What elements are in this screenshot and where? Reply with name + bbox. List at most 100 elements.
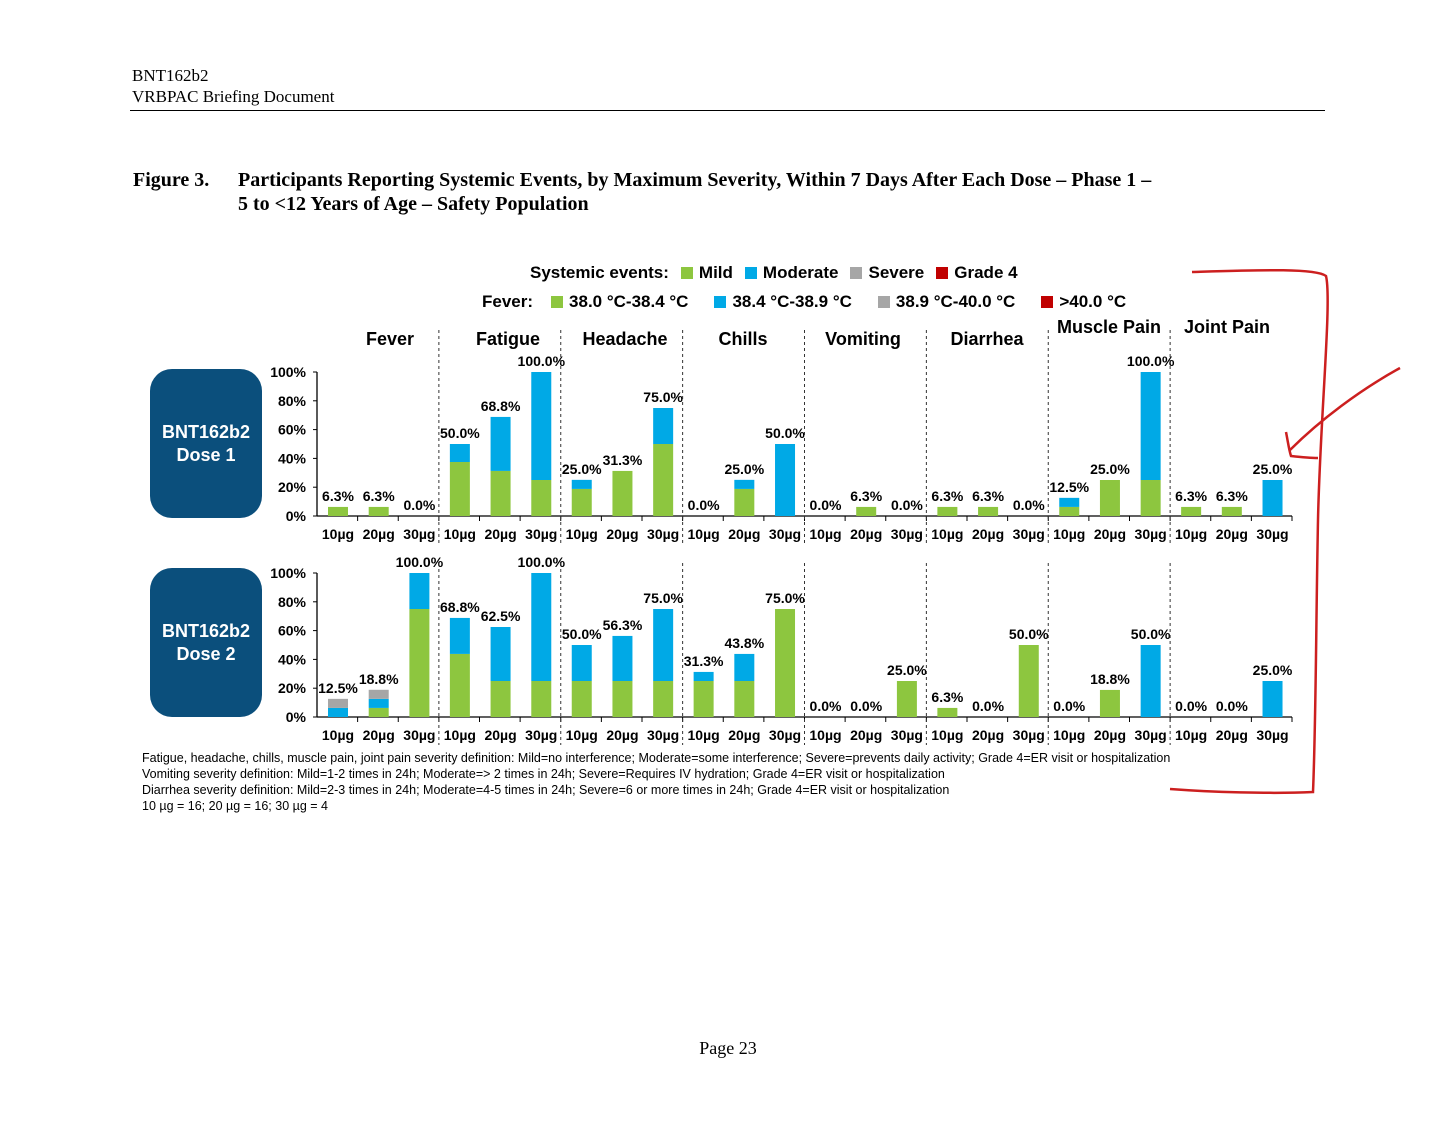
- data-label: 18.8%: [359, 671, 399, 687]
- data-label: 12.5%: [318, 680, 358, 696]
- header-doc-title: VRBPAC Briefing Document: [132, 87, 335, 106]
- dose-tick-label: 20µg: [363, 727, 395, 743]
- bar-segment-mild: [1181, 506, 1202, 516]
- data-label: 25.0%: [1253, 461, 1293, 477]
- data-label: 25.0%: [887, 662, 927, 678]
- bar-segment-mild: [490, 470, 511, 516]
- dose-tick-label: 20µg: [850, 727, 882, 743]
- data-label: 100.0%: [1127, 353, 1175, 369]
- data-label: 6.3%: [322, 488, 354, 504]
- data-label: 50.0%: [765, 425, 805, 441]
- legend-item-fever2: 38.4 °C-38.9 °C: [732, 292, 852, 311]
- data-label: 50.0%: [440, 425, 480, 441]
- dose-tick-label: 10µg: [1175, 526, 1207, 542]
- dose-tick-label: 10µg: [322, 526, 354, 542]
- data-label: 100.0%: [396, 554, 444, 570]
- bar-segment-moderate: [1140, 645, 1161, 717]
- dose-tick-label: 20µg: [850, 526, 882, 542]
- bar-segment-moderate: [1140, 372, 1161, 480]
- dose-tick-label: 30µg: [1256, 727, 1288, 743]
- data-label: 0.0%: [810, 497, 842, 513]
- y-tick-label: 20%: [278, 479, 307, 495]
- bar-segment-moderate: [612, 635, 633, 681]
- bar-segment-mild: [531, 681, 552, 717]
- bar-segment-moderate: [693, 671, 714, 681]
- legend-fever: Fever: 38.0 °C-38.4 °C 38.4 °C-38.9 °C 3…: [482, 292, 1126, 312]
- legend-systemic: Systemic events: Mild Moderate Severe Gr…: [530, 263, 1018, 283]
- y-tick-label: 40%: [278, 651, 307, 667]
- legend-fever-label: Fever:: [482, 292, 534, 311]
- legend-item-fever1: 38.0 °C-38.4 °C: [569, 292, 689, 311]
- dose-tick-label: 30µg: [647, 727, 679, 743]
- dose-tick-label: 30µg: [403, 526, 435, 542]
- data-label: 0.0%: [403, 497, 435, 513]
- dose-tick-label: 10µg: [688, 526, 720, 542]
- figure-title-line1: Participants Reporting Systemic Events, …: [238, 169, 1152, 191]
- bar-segment-mild: [409, 609, 430, 717]
- dose-tick-label: 20µg: [728, 526, 760, 542]
- dose-tick-label: 10µg: [444, 727, 476, 743]
- bar-segment-mild: [653, 444, 674, 516]
- category-chills: Chills: [718, 329, 768, 349]
- legend-item-grade4: Grade 4: [954, 263, 1018, 282]
- dose-tick-label: 30µg: [1013, 727, 1045, 743]
- legend-item-moderate: Moderate: [762, 263, 839, 282]
- bar-segment-mild: [1099, 689, 1120, 717]
- bar-segment-moderate: [368, 698, 389, 708]
- legend-swatch-fever4: [1041, 296, 1054, 308]
- legend-swatch-grade4: [936, 267, 949, 279]
- bar-segment-moderate: [1262, 681, 1283, 717]
- data-label: 0.0%: [1053, 698, 1085, 714]
- data-label: 0.0%: [972, 698, 1004, 714]
- bar-segment-moderate: [328, 707, 348, 717]
- legend-systemic-label: Systemic events:: [530, 263, 669, 282]
- legend-swatch-fever3: [877, 296, 890, 308]
- y-tick-label: 100%: [270, 364, 306, 380]
- bar-segment-moderate: [1262, 480, 1283, 516]
- dose-tick-label: 20µg: [484, 526, 516, 542]
- dose1-label-box: BNT162b2 Dose 1: [150, 369, 262, 518]
- data-label: 31.3%: [603, 452, 643, 468]
- bar-segment-severe: [328, 698, 348, 708]
- dose-tick-label: 30µg: [769, 727, 801, 743]
- bar-segment-moderate: [571, 479, 592, 489]
- dose-tick-label: 10µg: [566, 526, 598, 542]
- bar-segment-mild: [937, 506, 958, 516]
- data-label: 0.0%: [891, 497, 923, 513]
- bar-segment-moderate: [775, 444, 796, 516]
- dose-tick-label: 30µg: [525, 526, 557, 542]
- dose-tick-label: 30µg: [1256, 526, 1288, 542]
- data-label: 0.0%: [1216, 698, 1248, 714]
- data-label: 50.0%: [562, 626, 602, 642]
- y-tick-label: 80%: [278, 594, 307, 610]
- bar-segment-mild: [896, 681, 917, 717]
- bar-segment-mild: [612, 470, 633, 516]
- data-label: 0.0%: [850, 698, 882, 714]
- bar-segment-mild: [1140, 480, 1161, 516]
- bar-segment-moderate: [490, 416, 511, 471]
- legend-swatch-fever2: [714, 296, 727, 308]
- dose2-label-box: BNT162b2 Dose 2: [150, 568, 262, 717]
- category-diarrhea: Diarrhea: [950, 329, 1024, 349]
- data-label: 0.0%: [1013, 497, 1045, 513]
- dose-tick-label: 10µg: [809, 526, 841, 542]
- bar-segment-moderate: [449, 617, 470, 654]
- dose-tick-label: 20µg: [972, 526, 1004, 542]
- data-label: 56.3%: [603, 617, 643, 633]
- bar-segment-mild: [1059, 506, 1080, 516]
- category-headache: Headache: [582, 329, 668, 349]
- data-label: 50.0%: [1009, 626, 1049, 642]
- dose-tick-label: 20µg: [363, 526, 395, 542]
- bar-segment-mild: [449, 653, 470, 717]
- dose-tick-label: 10µg: [931, 526, 963, 542]
- legend-item-fever3: 38.9 °C-40.0 °C: [895, 292, 1016, 311]
- bar-segment-moderate: [531, 573, 552, 681]
- data-label: 6.3%: [931, 689, 963, 705]
- data-label: 6.3%: [363, 488, 395, 504]
- data-label: 68.8%: [440, 599, 480, 615]
- bar-segment-mild: [856, 506, 877, 516]
- bar-segment-moderate: [449, 444, 470, 462]
- data-label: 12.5%: [1049, 479, 1089, 495]
- bar-segment-moderate: [490, 627, 511, 681]
